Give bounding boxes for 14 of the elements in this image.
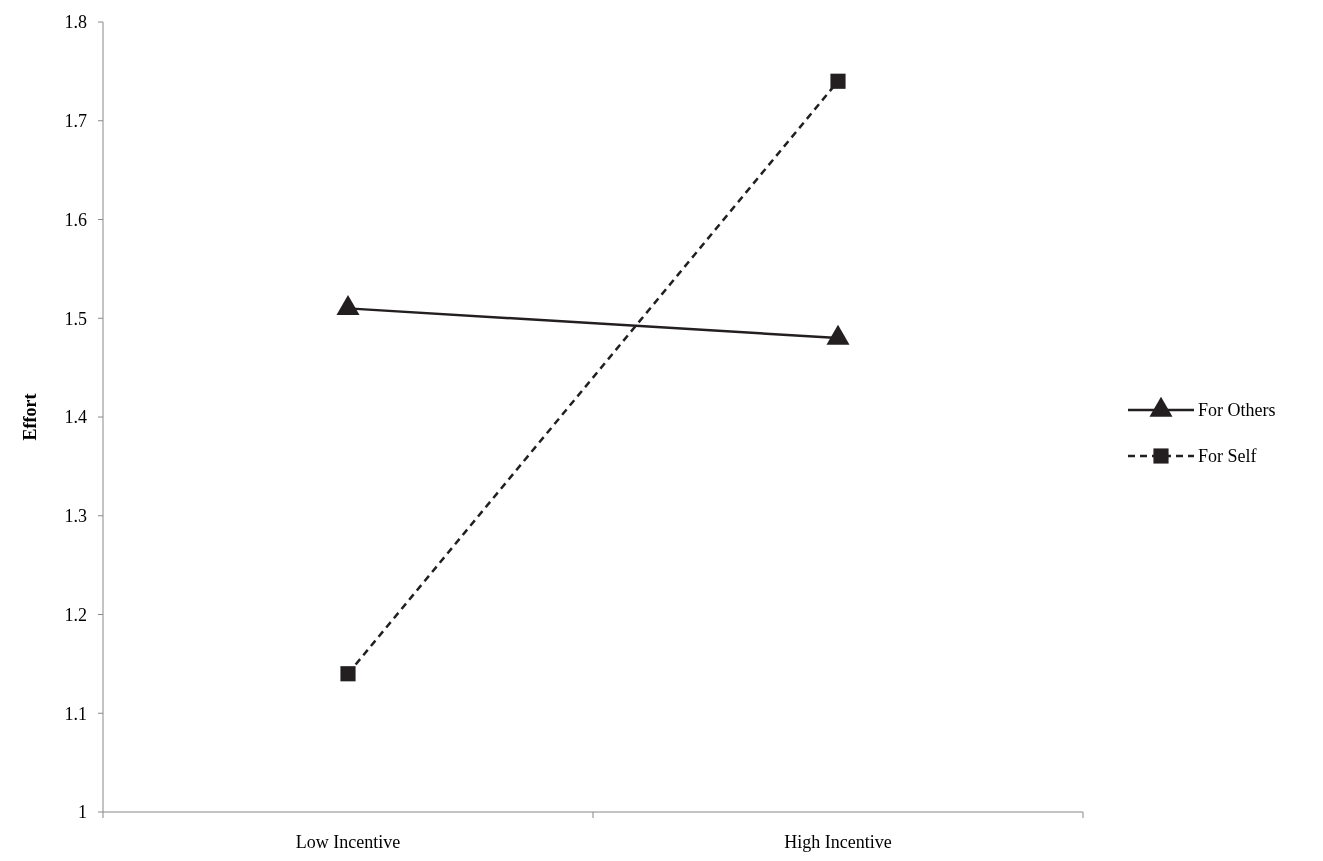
y-tick-label: 1.2 bbox=[64, 604, 87, 625]
x-tick-label: High Incentive bbox=[784, 832, 892, 852]
y-tick-label: 1.8 bbox=[64, 12, 87, 33]
y-tick-label: 1.3 bbox=[64, 506, 87, 527]
y-tick-label: 1.6 bbox=[64, 209, 87, 230]
y-tick-label: 1.1 bbox=[64, 703, 87, 724]
y-tick-label: 1 bbox=[78, 802, 87, 823]
y-axis-title: Effort bbox=[20, 393, 40, 441]
y-tick-label: 1.7 bbox=[64, 111, 87, 132]
legend-label: For Others bbox=[1198, 400, 1276, 421]
y-tick-label: 1.5 bbox=[64, 308, 87, 329]
x-tick-label: Low Incentive bbox=[295, 832, 401, 852]
legend-label: For Self bbox=[1198, 446, 1257, 467]
y-tick-label: 1.4 bbox=[64, 407, 87, 428]
